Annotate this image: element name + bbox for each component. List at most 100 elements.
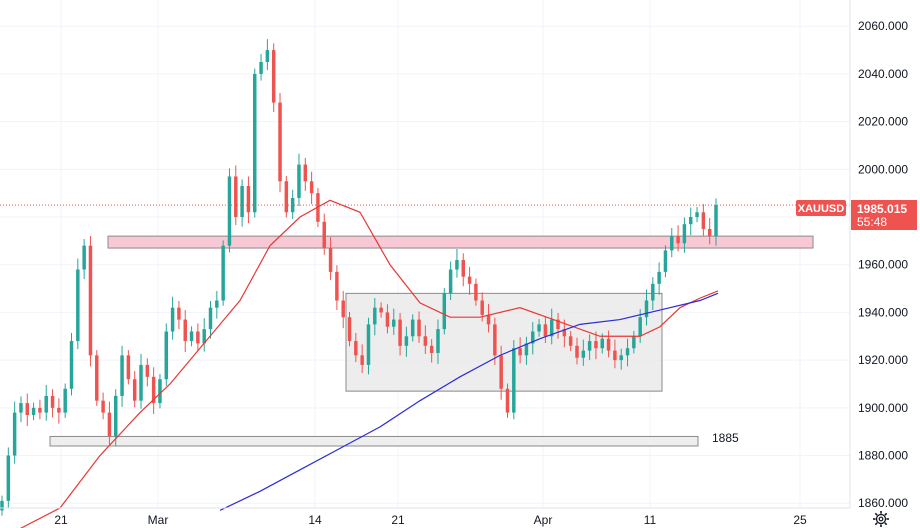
candle (82, 238, 86, 280)
candle-body (625, 348, 630, 356)
candle (701, 204, 706, 236)
candle-body (0, 500, 4, 511)
time-axis[interactable]: 21 Mar 14 21 Apr 11 25 (54, 513, 807, 527)
candle (278, 93, 282, 193)
candle (651, 277, 655, 311)
candle (101, 392, 105, 420)
candle (707, 217, 712, 245)
candle (297, 153, 301, 207)
y-tick-label: 1880.000 (858, 449, 908, 463)
candle (63, 383, 67, 418)
candle (575, 337, 579, 365)
candle-body (442, 293, 447, 330)
candle (682, 217, 687, 253)
candle-body (95, 355, 99, 401)
candle (196, 323, 200, 351)
candle (429, 339, 434, 363)
candle-body (537, 324, 541, 332)
price-axis[interactable]: 2060.0002040.0002020.0002000.0001980.000… (858, 19, 908, 510)
candle-body (139, 364, 143, 401)
candle-body (76, 269, 80, 342)
candle-body (423, 336, 428, 346)
ma-slow-line (219, 292, 719, 511)
candle (663, 245, 668, 278)
candle (392, 308, 396, 335)
symbol-tag-text: XAUUSD (798, 203, 845, 215)
candle (284, 176, 289, 218)
candle (613, 339, 617, 369)
last-price-value: 1985.015 (857, 202, 907, 216)
candle-body (341, 300, 345, 318)
candle (354, 332, 358, 363)
candle (385, 304, 390, 334)
x-tick-label: 11 (644, 513, 657, 527)
candle (126, 350, 131, 385)
candle (271, 43, 276, 113)
candle-body (246, 186, 251, 213)
gear-icon[interactable] (872, 510, 890, 528)
candle (676, 225, 680, 252)
candle (524, 336, 529, 365)
candle-body (461, 259, 465, 277)
candle-body (120, 355, 124, 396)
candle (505, 383, 510, 418)
candle-body (234, 176, 238, 218)
candle (474, 278, 478, 306)
candle-body (322, 221, 326, 249)
candle (619, 348, 623, 370)
candle-body (183, 319, 187, 342)
moving-averages (19, 199, 719, 528)
candle-body (189, 331, 194, 342)
candle (436, 319, 440, 364)
zone-resistance (107, 235, 814, 249)
candle-body (158, 379, 162, 404)
candle (644, 289, 649, 326)
candle-body (638, 317, 642, 337)
candle (44, 384, 48, 421)
candle (398, 312, 402, 356)
candle (442, 288, 447, 335)
candle (31, 402, 36, 421)
candle (549, 308, 554, 345)
candle (234, 165, 238, 226)
candle-body (587, 341, 592, 351)
candle (448, 261, 453, 301)
y-tick-label: 1860.000 (858, 496, 908, 510)
candle (486, 303, 491, 333)
candle (455, 248, 459, 278)
y-tick-label: 1920.000 (858, 353, 908, 367)
candle (132, 371, 137, 408)
candle (562, 319, 567, 348)
candle (493, 317, 497, 365)
candle-body (392, 319, 396, 327)
candle-body (360, 355, 364, 365)
candle-body (19, 403, 23, 413)
candle-body (290, 197, 295, 213)
candle (688, 207, 693, 236)
candle (88, 236, 93, 367)
candle-body (57, 407, 61, 413)
bar-countdown: 55:48 (857, 215, 887, 229)
candle-body (524, 343, 529, 356)
x-tick-label: Mar (148, 513, 169, 527)
candle-body (196, 331, 200, 344)
candle-body (132, 379, 137, 401)
candle (417, 311, 421, 343)
candle (587, 334, 592, 361)
candle-body (265, 50, 270, 63)
candle-body (556, 319, 560, 330)
candle-body (164, 331, 169, 380)
candle-body (398, 319, 402, 346)
candle-body (271, 50, 276, 103)
candle (410, 314, 415, 342)
candle-body (701, 212, 706, 229)
candle-body (126, 355, 131, 380)
candle (19, 396, 23, 423)
candle (594, 331, 598, 360)
candle (657, 262, 661, 295)
candle-body (253, 73, 257, 213)
candle (568, 331, 573, 352)
candle (606, 330, 611, 358)
ma-fast-line (19, 199, 719, 528)
